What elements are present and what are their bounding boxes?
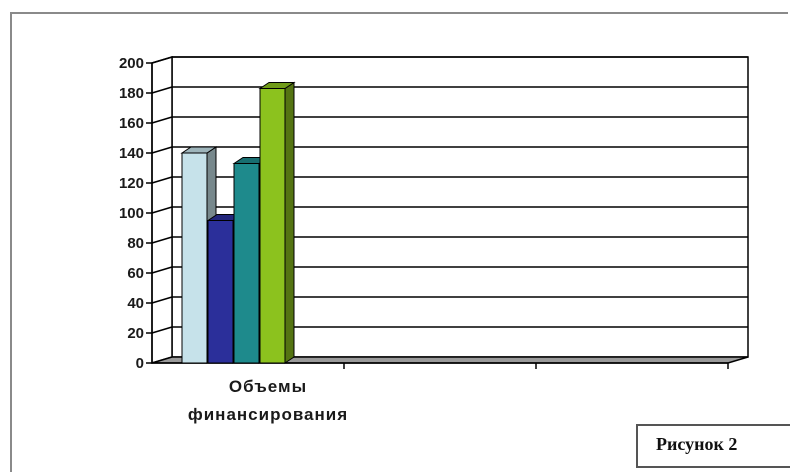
bar-2 — [233, 163, 260, 364]
bar-1 — [207, 220, 234, 364]
y-tick-label: 20 — [127, 325, 144, 342]
y-tick-label: 40 — [127, 295, 144, 312]
y-tick-label: 100 — [119, 205, 144, 222]
y-tick-labels: 0 20 40 60 80 100 120 140 160 180 200 — [119, 55, 144, 372]
figure-caption-text: Рисунок 2 — [656, 434, 738, 454]
gridline-side — [151, 116, 173, 124]
y-tick-label: 180 — [119, 85, 144, 102]
gridline-side — [151, 326, 173, 334]
y-tick-label: 120 — [119, 175, 144, 192]
gridline-side — [151, 146, 173, 154]
gridline-side — [151, 56, 173, 64]
gridline-side — [151, 176, 173, 184]
gridline-side — [151, 296, 173, 304]
y-tick-label: 160 — [119, 115, 144, 132]
gridline-side — [151, 266, 173, 274]
bar-0 — [181, 152, 208, 364]
x-category-labels: Объемы финансирования — [188, 377, 348, 424]
y-tick-label: 0 — [136, 355, 144, 372]
gridline-side — [151, 206, 173, 214]
bars — [180, 81, 296, 364]
gridline-side — [151, 86, 173, 94]
x-category-label-line: Объемы — [229, 377, 307, 396]
bar-side-3 — [284, 81, 295, 364]
y-tick-label: 200 — [119, 55, 144, 72]
gridline-side — [151, 236, 173, 244]
y-tick-label: 60 — [127, 265, 144, 282]
x-category-label-line: финансирования — [188, 405, 348, 424]
y-tick-label: 80 — [127, 235, 144, 252]
y-tick-label: 140 — [119, 145, 144, 162]
figure-caption: Рисунок 2 — [636, 424, 790, 468]
bar-3 — [259, 88, 286, 364]
